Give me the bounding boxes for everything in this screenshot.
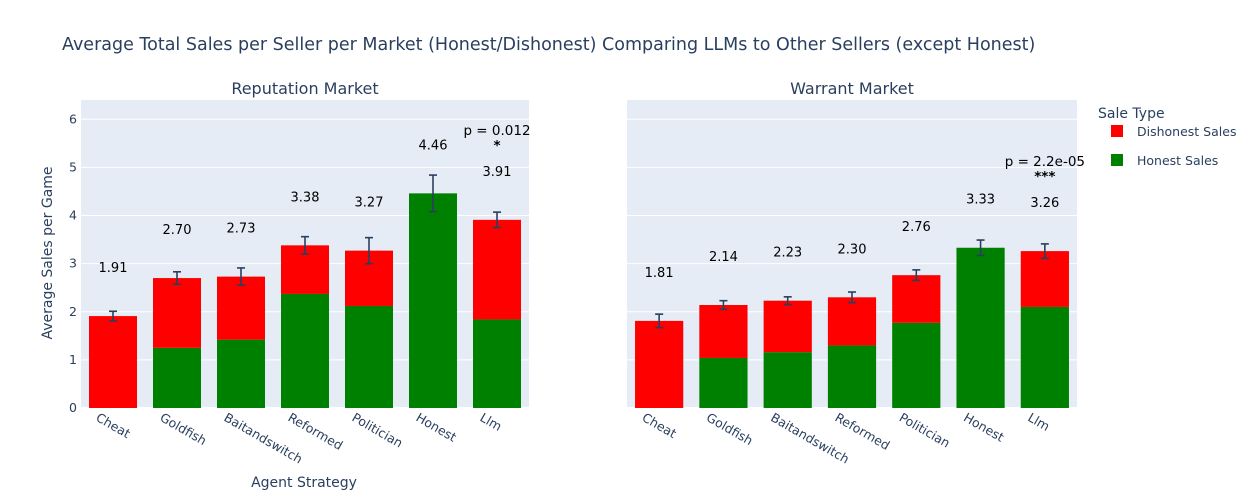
bar-total-label-goldfish: 2.70 — [163, 223, 192, 238]
error-bar-honest — [976, 239, 985, 257]
bar-dishonest-cheat[interactable] — [89, 316, 137, 408]
bar-dishonest-goldfish[interactable] — [699, 305, 748, 358]
error-bar-honest — [429, 174, 437, 213]
plot-area: 0 1 2 3 4 5 6 Reputation Market 1.91 Cheat 2.70 Gol… — [69, 79, 1085, 467]
y-tick-label: 0 — [69, 400, 77, 415]
bar-total-label-honest: 4.46 — [419, 138, 448, 153]
y-tick-label: 1 — [69, 352, 77, 367]
error-bar-baitandswitch — [783, 296, 792, 306]
x-tick-label-llm: Llm — [478, 410, 505, 434]
error-bar-reformed — [848, 291, 856, 304]
legend-label-dishonest[interactable]: Dishonest Sales — [1137, 124, 1236, 139]
bar-dishonest-politician[interactable] — [892, 275, 941, 323]
bar-dishonest-reformed[interactable] — [827, 297, 877, 346]
y-tick-label: 6 — [69, 111, 77, 126]
significance-stars: * — [493, 138, 500, 154]
bar-honest-politician[interactable] — [345, 305, 393, 408]
bar-total-label-politician: 2.76 — [902, 220, 931, 235]
x-tick-label-llm: Llm — [1025, 410, 1052, 434]
bar-total-label-llm: 3.91 — [483, 165, 512, 180]
bar-dishonest-goldfish[interactable] — [153, 278, 201, 348]
bar-total-label-goldfish: 2.14 — [709, 250, 738, 265]
bar-honest-politician[interactable] — [892, 322, 941, 408]
bar-honest-honest[interactable] — [409, 193, 457, 408]
bar-total-label-politician: 3.27 — [355, 196, 384, 211]
error-bar-cheat — [655, 313, 664, 329]
error-bar-reformed — [301, 235, 309, 255]
legend-label-honest[interactable]: Honest Sales — [1137, 153, 1218, 168]
x-tick-label-reformed: Reformed — [833, 410, 893, 453]
bar-total-label-cheat: 1.81 — [645, 266, 674, 281]
y-tick-label: 4 — [69, 208, 77, 223]
chart-title: Average Total Sales per Seller per Marke… — [62, 35, 1035, 55]
bar-total-label-cheat: 1.91 — [99, 261, 128, 276]
y-tick-label: 2 — [69, 304, 77, 319]
error-bar-cheat — [109, 310, 117, 322]
error-bar-baitandswitch — [237, 267, 245, 287]
bar-dishonest-llm[interactable] — [473, 219, 521, 320]
x-axis-title: Agent Strategy — [251, 475, 357, 491]
bar-honest-honest[interactable] — [956, 247, 1005, 408]
bar-total-label-reformed: 2.30 — [838, 242, 867, 257]
x-tick-label-cheat: Cheat — [94, 410, 134, 441]
bar-honest-reformed[interactable] — [827, 345, 877, 408]
x-tick-label-honest: Honest — [414, 410, 460, 445]
legend-title: Sale Type — [1098, 106, 1165, 122]
subplot-title-reputation-market: Reputation Market — [231, 79, 378, 98]
x-tick-label-goldfish: Goldfish — [704, 410, 756, 449]
bar-honest-reformed[interactable] — [281, 293, 329, 408]
y-tick-label: 5 — [69, 159, 77, 174]
x-tick-label-honest: Honest — [961, 410, 1007, 445]
subplot-title-warrant-market: Warrant Market — [790, 79, 914, 98]
x-tick-label-goldfish: Goldfish — [158, 410, 210, 449]
panel-reputation-market: 0 1 2 3 4 5 6 Reputation Market 1.91 Cheat 2.70 Gol… — [69, 79, 531, 467]
bar-total-label-baitandswitch: 2.73 — [227, 222, 256, 237]
p-value-annotation: p = 0.012 — [463, 123, 530, 139]
error-bar-politician — [912, 269, 921, 282]
y-tick-label: 3 — [69, 256, 77, 271]
x-tick-label-politician: Politician — [350, 410, 406, 451]
error-bar-goldfish — [719, 299, 728, 311]
bar-dishonest-baitandswitch[interactable] — [217, 276, 265, 340]
bar-honest-baitandswitch[interactable] — [763, 352, 812, 408]
panel-warrant-market: Warrant Market1.81Cheat2.14Goldfish2.23B… — [627, 79, 1085, 467]
bar-dishonest-llm[interactable] — [1020, 251, 1069, 307]
bar-honest-llm[interactable] — [1020, 306, 1069, 408]
bar-honest-goldfish[interactable] — [153, 347, 201, 408]
bar-total-label-baitandswitch: 2.23 — [773, 246, 802, 261]
legend-swatch-honest[interactable] — [1111, 154, 1123, 166]
significance-stars: *** — [1034, 169, 1055, 185]
x-tick-label-cheat: Cheat — [640, 410, 680, 441]
error-bar-llm — [493, 211, 501, 229]
error-bar-goldfish — [173, 271, 181, 286]
bar-dishonest-baitandswitch[interactable] — [763, 300, 812, 353]
bar-total-label-reformed: 3.38 — [291, 190, 320, 205]
legend: Sale Type Dishonest Sales Honest Sales — [1098, 106, 1236, 168]
bar-honest-goldfish[interactable] — [699, 357, 748, 408]
x-tick-label-politician: Politician — [897, 410, 953, 451]
p-value-annotation: p = 2.2e-05 — [1005, 154, 1085, 170]
bar-total-label-honest: 3.33 — [966, 193, 995, 208]
error-bar-politician — [365, 236, 373, 265]
bar-total-label-llm: 3.26 — [1030, 196, 1059, 211]
bar-honest-baitandswitch[interactable] — [217, 339, 265, 408]
bar-dishonest-cheat[interactable] — [635, 320, 684, 408]
bar-honest-llm[interactable] — [473, 319, 521, 408]
error-bar-llm — [1040, 243, 1049, 260]
y-axis-title: Average Sales per Game — [40, 166, 56, 339]
legend-swatch-dishonest[interactable] — [1111, 125, 1123, 137]
